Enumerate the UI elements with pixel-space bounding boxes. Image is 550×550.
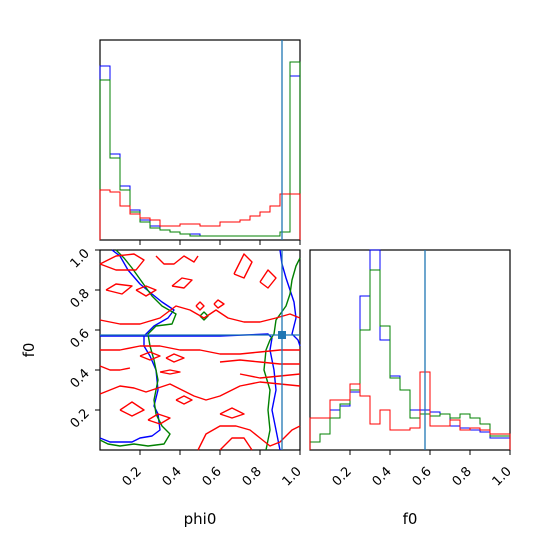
- contour-red-15: [159, 369, 181, 375]
- f0-histogram-series: [309, 249, 511, 450]
- contour-red-21: [147, 413, 171, 425]
- f0-vs-phi0-contours: [99, 249, 301, 451]
- phi0-xtick-label: 1.0: [280, 464, 305, 489]
- contour-red-23: [219, 437, 253, 451]
- contour-red-19: [175, 395, 193, 405]
- phi0-xtick-label: 0.8: [240, 464, 265, 489]
- x-axis-label-f0: f0: [403, 510, 418, 528]
- panel-f0-histogram-frame: [309, 249, 511, 451]
- contour-red-6: [259, 269, 277, 289]
- contour-red-11: [139, 351, 161, 361]
- contour-green-1: [263, 257, 301, 451]
- f0-ytick-label: 0.8: [68, 286, 93, 311]
- phi0-histogram-red: [99, 189, 301, 240]
- panel-phi0-histogram: [99, 39, 301, 245]
- f0-ytick-label: 0.6: [68, 326, 93, 351]
- f0-histogram-red: [309, 371, 511, 450]
- contour-red-16: [239, 373, 301, 379]
- f0-ytick-label: 1.0: [68, 246, 93, 271]
- phi0-histogram-series: [99, 40, 301, 240]
- contour-red-22: [197, 425, 301, 451]
- truth-marker-point: [278, 331, 286, 339]
- contour-red-12: [165, 353, 185, 363]
- contour-red-18: [119, 401, 145, 417]
- panel-f0-histogram: 0.2 0.4 0.6 0.8 1.0 f0: [309, 249, 515, 528]
- phi0-xtick-label: 0.2: [120, 464, 145, 489]
- contour-red-9: [213, 299, 225, 309]
- contour-green-0: [99, 249, 177, 447]
- phi0-histogram-ticks: [139, 240, 301, 245]
- f0-xtick-label: 0.6: [410, 464, 435, 489]
- f0-histogram-ticks: 0.2 0.4 0.6 0.8 1.0: [330, 450, 515, 489]
- f0-xtick-label: 0.4: [370, 464, 395, 489]
- contour-red-17: [99, 381, 301, 401]
- contour-red-5: [233, 253, 253, 279]
- phi0-xtick-label: 0.6: [200, 464, 225, 489]
- contour-red-13: [219, 359, 300, 365]
- contour-red-14: [99, 365, 131, 371]
- contour-red-0: [99, 253, 145, 271]
- contour-red-20: [219, 407, 245, 419]
- phi0-x-axis-ticks: 0.2 0.4 0.6 0.8 1.0: [120, 450, 305, 489]
- contour-red-3: [135, 285, 157, 297]
- contour-red-8: [195, 301, 205, 311]
- x-axis-label-phi0: phi0: [184, 510, 217, 528]
- contour-red-4: [171, 277, 193, 289]
- contour-blue-2: [279, 249, 301, 347]
- phi0-histogram-green: [99, 61, 301, 240]
- y-axis-label-f0: f0: [20, 343, 38, 358]
- f0-xtick-label: 1.0: [490, 464, 515, 489]
- f0-xtick-label: 0.2: [330, 464, 355, 489]
- contour-red-1: [155, 255, 199, 265]
- phi0-xtick-label: 0.4: [160, 464, 185, 489]
- contour-red-7: [99, 305, 301, 325]
- contour-red-2: [105, 283, 133, 295]
- f0-y-axis-ticks: 0.2 0.4 0.6 0.8 1.0: [68, 246, 100, 431]
- f0-xtick-label: 0.8: [450, 464, 475, 489]
- f0-ytick-label: 0.2: [68, 406, 93, 431]
- contour-red-10: [100, 345, 300, 355]
- f0-ytick-label: 0.4: [68, 366, 93, 391]
- truth-markers-2d: [100, 250, 300, 450]
- contour-blue-1: [100, 333, 281, 451]
- f0-histogram-green: [309, 269, 511, 450]
- panel-f0-vs-phi0: 0.2 0.4 0.6 0.8 1.0 0.2 0.4 0.6 0.8 1.0 phi0 f0: [20, 246, 305, 528]
